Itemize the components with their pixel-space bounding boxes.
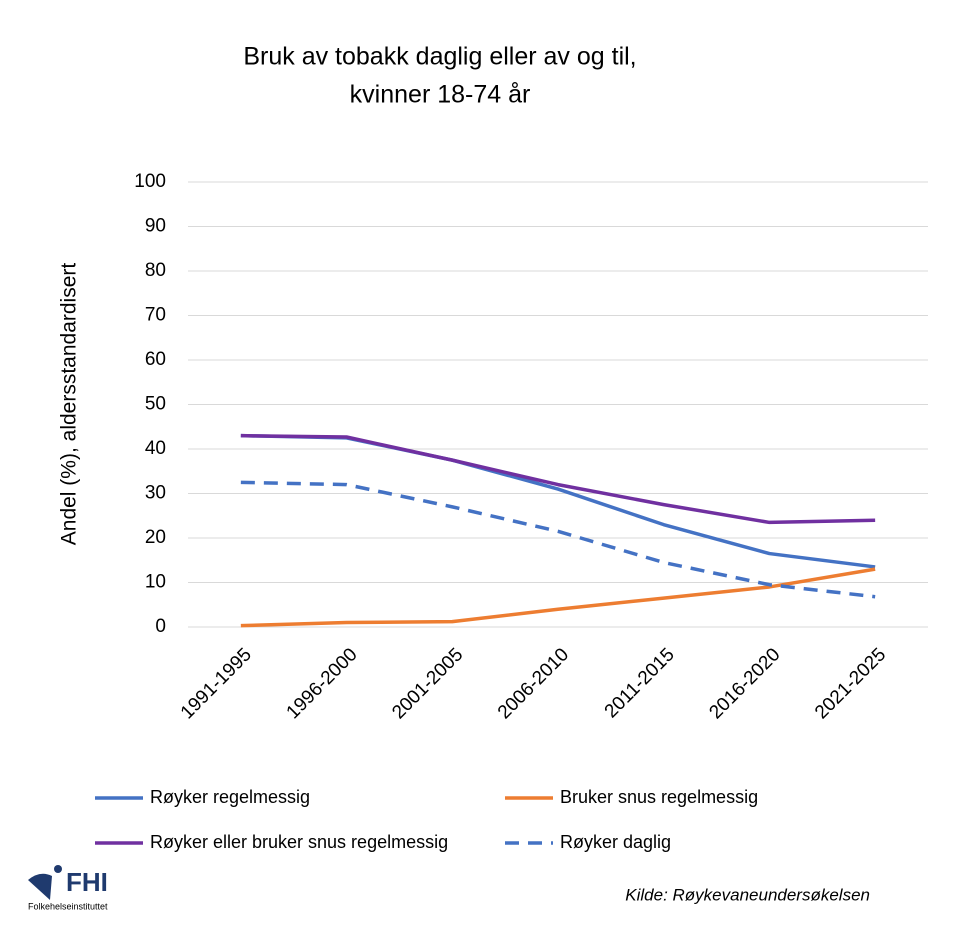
chart-title: Bruk av tobakk daglig eller av og til,: [243, 43, 636, 71]
y-tick-label: 0: [155, 616, 166, 637]
y-tick-label: 100: [134, 171, 166, 192]
x-tick-label: 2006-2010: [494, 644, 573, 723]
logo-mark: [54, 865, 62, 873]
legend-label: Røyker daglig: [560, 832, 671, 852]
y-tick-label: 40: [145, 438, 166, 459]
legend-label: Røyker eller bruker snus regelmessig: [150, 832, 448, 852]
series-line: [240, 567, 876, 628]
y-tick-label: 10: [145, 572, 166, 593]
y-tick-label: 50: [145, 394, 166, 415]
x-tick-label: 2021-2025: [811, 644, 890, 723]
y-tick-label: 30: [145, 483, 166, 504]
x-tick-label: 1991-1995: [177, 644, 256, 723]
series-line: [240, 433, 876, 569]
y-tick-label: 80: [145, 260, 166, 281]
logo-subtitle: Folkehelseinstituttet: [28, 901, 108, 911]
y-axis-label: Andel (%), aldersstandardisert: [58, 263, 81, 546]
logo-text: FHI: [66, 867, 108, 897]
series-line: [240, 480, 876, 599]
x-tick-label: 2011-2015: [601, 644, 679, 722]
source: Kilde: Røykevaneundersøkelsen: [625, 885, 870, 904]
chart-title: kvinner 18-74 år: [350, 81, 531, 109]
y-tick-label: 20: [145, 527, 166, 548]
series-line: [240, 433, 876, 525]
logo: FHI Folkehelseinstituttet: [28, 865, 108, 911]
x-tick-label: 2001-2005: [388, 644, 467, 723]
legend-label: Bruker snus regelmessig: [560, 787, 758, 807]
y-tick-label: 70: [145, 305, 166, 326]
legend-label: Røyker regelmessig: [150, 787, 310, 807]
x-tick-label: 1996-2000: [283, 644, 362, 723]
y-tick-label: 90: [145, 216, 166, 237]
logo-mark: [28, 873, 52, 900]
y-tick-label: 60: [145, 349, 166, 370]
x-tick-label: 2016-2020: [705, 644, 784, 723]
